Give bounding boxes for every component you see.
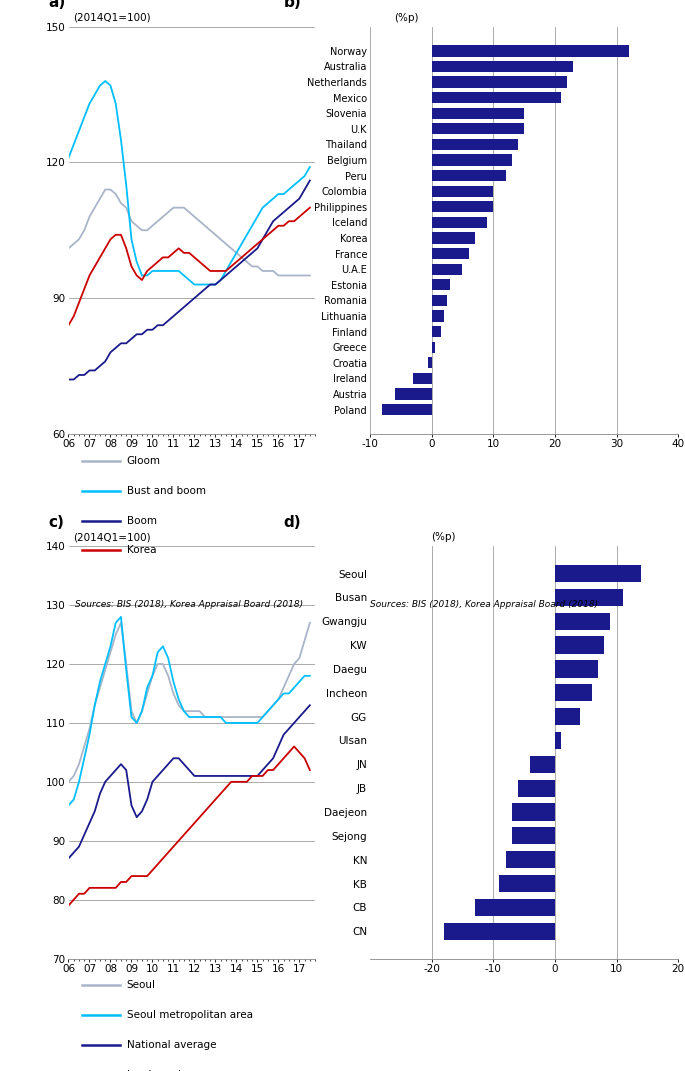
- Bar: [555, 708, 580, 725]
- Text: Seoul metropolitan area: Seoul metropolitan area: [127, 1010, 253, 1021]
- Bar: [555, 565, 641, 583]
- Bar: [444, 922, 555, 940]
- Text: Bust and boom: Bust and boom: [127, 485, 206, 496]
- Text: Sources: BIS (2018), Korea Appraisal Board (2018): Sources: BIS (2018), Korea Appraisal Boa…: [75, 600, 303, 608]
- Bar: [432, 170, 506, 181]
- Bar: [395, 389, 432, 399]
- Bar: [432, 123, 524, 135]
- Text: Korea: Korea: [127, 545, 156, 556]
- Text: (%p): (%p): [395, 13, 419, 22]
- Text: c): c): [49, 515, 64, 530]
- Bar: [555, 731, 561, 749]
- Bar: [432, 232, 475, 244]
- Bar: [518, 780, 555, 797]
- Bar: [555, 661, 598, 678]
- Bar: [432, 326, 441, 337]
- Text: b): b): [284, 0, 301, 11]
- Bar: [555, 589, 623, 606]
- Text: Seoul: Seoul: [127, 980, 155, 991]
- Text: Gloom: Gloom: [127, 455, 161, 466]
- Bar: [475, 899, 555, 916]
- Bar: [432, 248, 469, 259]
- Bar: [432, 311, 444, 321]
- Bar: [413, 373, 432, 384]
- Bar: [432, 45, 629, 57]
- Bar: [432, 295, 447, 306]
- Text: National average: National average: [127, 1040, 216, 1051]
- Bar: [512, 803, 555, 820]
- Bar: [555, 613, 610, 630]
- Bar: [432, 280, 450, 290]
- Bar: [432, 139, 518, 150]
- Bar: [506, 851, 555, 869]
- Bar: [432, 185, 493, 197]
- Bar: [432, 154, 512, 166]
- Text: (2014Q1=100): (2014Q1=100): [73, 13, 151, 22]
- Bar: [530, 756, 555, 773]
- Text: d): d): [284, 515, 301, 530]
- Bar: [432, 342, 434, 352]
- Bar: [432, 108, 524, 119]
- Bar: [382, 404, 432, 416]
- Bar: [432, 263, 462, 275]
- Text: Sources: BIS (2018), Korea Appraisal Board (2018): Sources: BIS (2018), Korea Appraisal Boa…: [370, 600, 598, 608]
- Bar: [432, 201, 493, 212]
- Bar: [432, 76, 567, 88]
- Bar: [432, 216, 487, 228]
- Bar: [512, 827, 555, 844]
- Bar: [432, 61, 573, 72]
- Text: (2014Q1=100): (2014Q1=100): [73, 532, 151, 542]
- Bar: [555, 636, 604, 653]
- Bar: [432, 92, 561, 103]
- Text: a): a): [49, 0, 66, 11]
- Bar: [499, 875, 555, 892]
- Bar: [429, 358, 432, 368]
- Bar: [555, 684, 592, 702]
- Text: Boom: Boom: [127, 515, 157, 526]
- Text: (%p): (%p): [432, 532, 456, 542]
